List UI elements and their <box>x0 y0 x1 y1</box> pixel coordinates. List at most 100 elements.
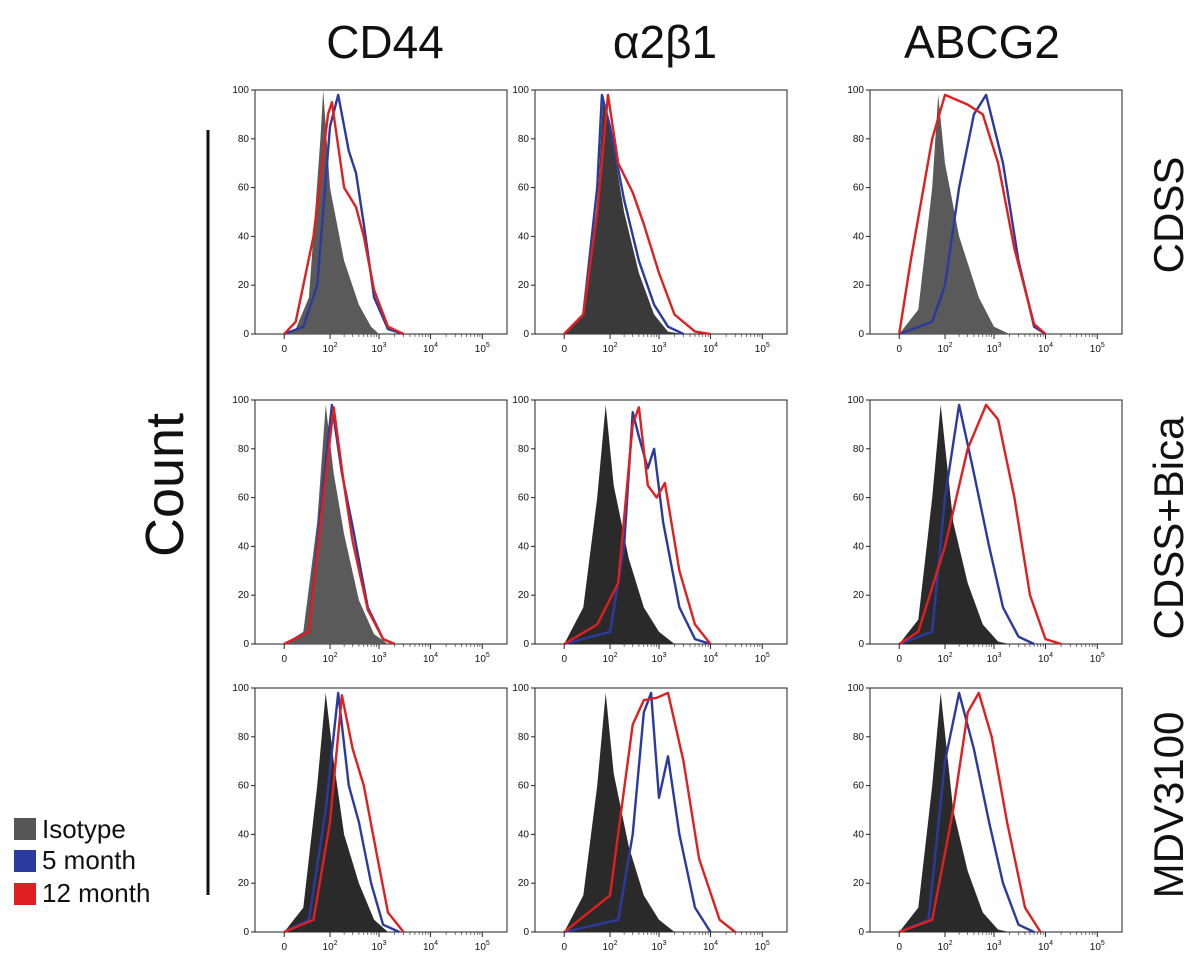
x-tick-label: 0 <box>281 942 287 953</box>
x-tick-label: 105 <box>475 940 490 953</box>
panel-frame <box>869 89 1123 335</box>
y-tick-label: 80 <box>853 134 865 145</box>
y-tick-label: 20 <box>518 280 530 291</box>
y-tick-label: 40 <box>518 829 530 840</box>
x-tick-label: 105 <box>1090 342 1105 355</box>
y-tick-label: 0 <box>243 639 249 650</box>
panel-frame <box>534 399 788 645</box>
y-tick-label: 40 <box>853 829 865 840</box>
series-5-month-line <box>563 691 712 934</box>
legend-label-12-month: 12 month <box>42 878 150 908</box>
x-tick-label: 104 <box>1038 940 1053 953</box>
series-12-month-line <box>563 406 712 646</box>
y-tick-label: 0 <box>858 927 864 938</box>
series-isotype-area <box>564 94 684 335</box>
series-12-month-line <box>898 93 1047 335</box>
x-tick-label: 102 <box>938 940 953 953</box>
panel-cdss-cd44: 0 20 40 60 80 100 0 102 103 104 105 <box>232 85 508 355</box>
series-12-month-line <box>283 101 405 336</box>
y-axis-label: Count <box>135 413 195 557</box>
row-title-mdv3100: MDV3100 <box>1145 712 1192 899</box>
series-isotype-area <box>899 692 1010 932</box>
y-tick-label: 40 <box>853 231 865 242</box>
y-tick-label: 80 <box>238 444 250 455</box>
x-tick-label: 0 <box>561 344 567 355</box>
y-tick-label: 100 <box>232 85 249 96</box>
series-isotype-area <box>284 692 388 932</box>
x-tick-label: 0 <box>561 654 567 665</box>
x-tick-label: 102 <box>603 940 618 953</box>
y-tick-label: 80 <box>853 732 865 743</box>
x-tick-label: 0 <box>896 942 902 953</box>
y-tick-label: 100 <box>232 683 249 694</box>
y-tick-label: 80 <box>238 134 250 145</box>
y-tick-label: 60 <box>853 781 865 792</box>
y-tick-label: 0 <box>523 927 529 938</box>
series-5-month-line <box>283 93 404 336</box>
legend-label-5-month: 5 month <box>42 845 136 875</box>
x-tick-label: 104 <box>703 940 718 953</box>
x-tick-label: 103 <box>372 342 387 355</box>
row-title-cdss-bica: CDSS+Bica <box>1145 416 1192 640</box>
x-tick-label: 103 <box>652 940 667 953</box>
y-tick-label: 0 <box>858 639 864 650</box>
x-tick-label: 105 <box>1090 652 1105 665</box>
x-tick-label: 105 <box>755 652 770 665</box>
y-tick-label: 40 <box>518 231 530 242</box>
y-tick-label: 20 <box>853 878 865 889</box>
legend-swatch-12-month <box>14 883 36 905</box>
column-title-abcg2: ABCG2 <box>904 16 1060 68</box>
panel-frame <box>869 399 1123 645</box>
x-tick-label: 0 <box>281 654 287 665</box>
y-tick-label: 60 <box>238 493 250 504</box>
series-5-month-line <box>898 691 1035 934</box>
x-tick-label: 102 <box>938 652 953 665</box>
x-tick-label: 0 <box>896 654 902 665</box>
series-isotype-area <box>564 404 675 644</box>
y-tick-label: 20 <box>238 878 250 889</box>
y-tick-label: 100 <box>512 85 529 96</box>
histogram-panels: 0 20 40 60 80 100 0 102 103 104 105 0 20 40 60 80 100 0 10… <box>232 85 1123 953</box>
x-tick-label: 103 <box>372 652 387 665</box>
x-tick-label: 104 <box>1038 652 1053 665</box>
panel-cdss-a2b1: 0 20 40 60 80 100 0 102 103 104 105 <box>512 85 788 355</box>
x-tick-label: 0 <box>281 344 287 355</box>
y-tick-label: 0 <box>523 639 529 650</box>
y-tick-label: 40 <box>853 541 865 552</box>
x-tick-label: 105 <box>475 342 490 355</box>
series-12-month-line <box>563 93 711 336</box>
panel-frame <box>254 89 508 335</box>
legend-label-isotype: Isotype <box>42 814 126 844</box>
x-tick-label: 105 <box>755 342 770 355</box>
y-tick-label: 60 <box>853 493 865 504</box>
series-isotype-area <box>284 90 379 334</box>
x-tick-label: 104 <box>423 652 438 665</box>
y-tick-label: 100 <box>847 395 864 406</box>
series-12-month-line <box>898 403 1062 646</box>
panel-frame <box>534 687 788 933</box>
y-tick-label: 20 <box>238 590 250 601</box>
x-tick-label: 0 <box>896 344 902 355</box>
y-tick-label: 0 <box>523 329 529 340</box>
y-tick-label: 60 <box>518 493 530 504</box>
y-tick-label: 80 <box>518 134 530 145</box>
x-tick-label: 102 <box>603 652 618 665</box>
x-tick-label: 104 <box>423 342 438 355</box>
panel-cdss-bica-cd44: 0 20 40 60 80 100 0 102 103 104 105 <box>232 395 508 665</box>
y-tick-label: 40 <box>238 541 250 552</box>
x-tick-label: 104 <box>703 342 718 355</box>
y-tick-label: 100 <box>847 683 864 694</box>
y-tick-label: 60 <box>518 183 530 194</box>
x-tick-label: 102 <box>938 342 953 355</box>
y-tick-label: 100 <box>512 395 529 406</box>
x-tick-label: 102 <box>603 342 618 355</box>
x-tick-label: 105 <box>475 652 490 665</box>
y-tick-label: 60 <box>853 183 865 194</box>
panel-frame <box>254 399 508 645</box>
x-tick-label: 105 <box>1090 940 1105 953</box>
x-tick-label: 103 <box>652 342 667 355</box>
y-tick-label: 80 <box>518 444 530 455</box>
y-tick-label: 20 <box>853 280 865 291</box>
column-title-a2b1: α2β1 <box>613 16 717 68</box>
